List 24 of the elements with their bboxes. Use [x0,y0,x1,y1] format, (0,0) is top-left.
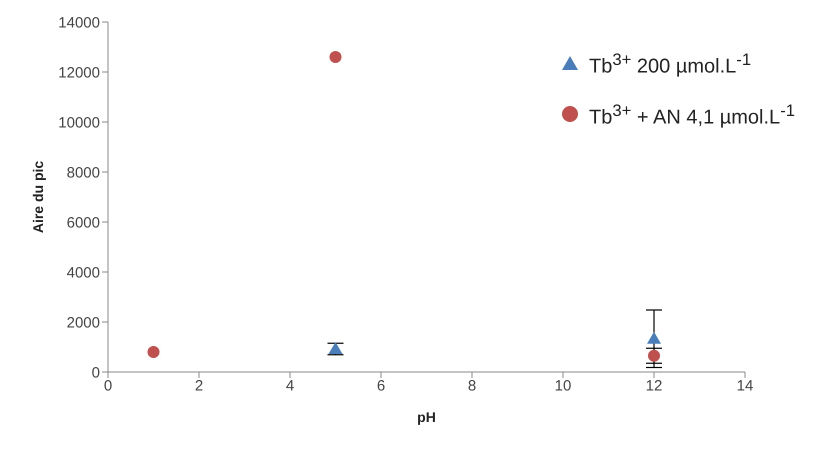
y-tick-label: 4000 [66,264,100,282]
y-tick-label: 2000 [66,314,100,332]
y-tick-label: 14000 [58,14,100,32]
x-tick-label: 14 [736,378,754,395]
x-tick-label: 6 [376,378,386,395]
x-tick-label: 4 [286,378,294,395]
y-axis-title: Aire du pic [30,160,46,234]
x-tick-label: 10 [554,378,572,395]
y-tick-label: 0 [92,364,100,382]
x-tick-label: 8 [468,378,476,395]
point [330,51,342,63]
y-tick-label: 12000 [58,64,100,82]
point [148,346,160,358]
point [648,350,660,362]
y-tick-label: 8000 [66,164,100,182]
x-tick-label: 12 [646,378,662,395]
y-tick-label: 10000 [58,114,100,132]
point [647,332,661,344]
x-tick-label: 0 [104,378,112,395]
x-axis-title: pH [417,409,436,425]
legend-label: Tb$^{3+}$ + AN 4,1 µmol.L$^{-1}$ [589,100,795,130]
y-tick-label: 6000 [66,214,100,232]
x-tick-label: 2 [194,378,204,395]
legend-label: Tb$^{3+}$ 200 µmol.L$^{-1}$ [589,49,752,80]
